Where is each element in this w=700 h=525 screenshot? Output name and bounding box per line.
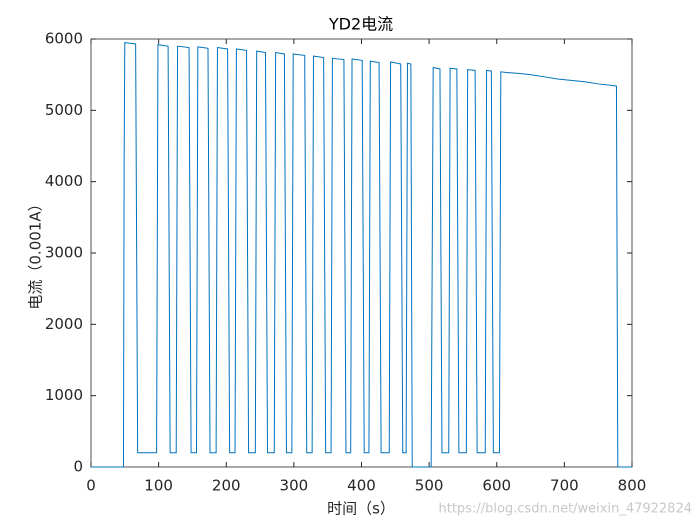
x-tick-label: 700: [550, 477, 579, 495]
data-line: [91, 42, 632, 468]
x-tick-label: 100: [144, 477, 173, 495]
y-tick-label: 6000: [45, 30, 83, 48]
y-tick-label: 0: [73, 458, 83, 476]
y-tick-label: 5000: [45, 101, 83, 119]
y-tick-label: 2000: [45, 315, 83, 333]
y-axis-label: 电流（0.001A）: [27, 196, 45, 309]
x-tick-label: 400: [347, 477, 376, 495]
x-tick-label: 500: [415, 477, 444, 495]
x-tick-label: 300: [280, 477, 309, 495]
x-tick-label: 200: [212, 477, 241, 495]
y-tick-label: 4000: [45, 172, 83, 190]
y-tick-label: 3000: [45, 244, 83, 262]
watermark: https://blog.csdn.net/weixin_47922824: [438, 502, 692, 517]
x-tick-label: 0: [86, 477, 96, 495]
y-tick-label: 1000: [45, 386, 83, 404]
x-axis-label: 时间（s）: [327, 500, 395, 518]
plot-area: 0 100 200 300 400 500 600 700 800 0 1000 2000 3000 40…: [45, 30, 647, 495]
chart-title: YD2电流: [328, 15, 393, 34]
x-tick-label: 600: [482, 477, 511, 495]
x-tick-label: 800: [618, 477, 647, 495]
